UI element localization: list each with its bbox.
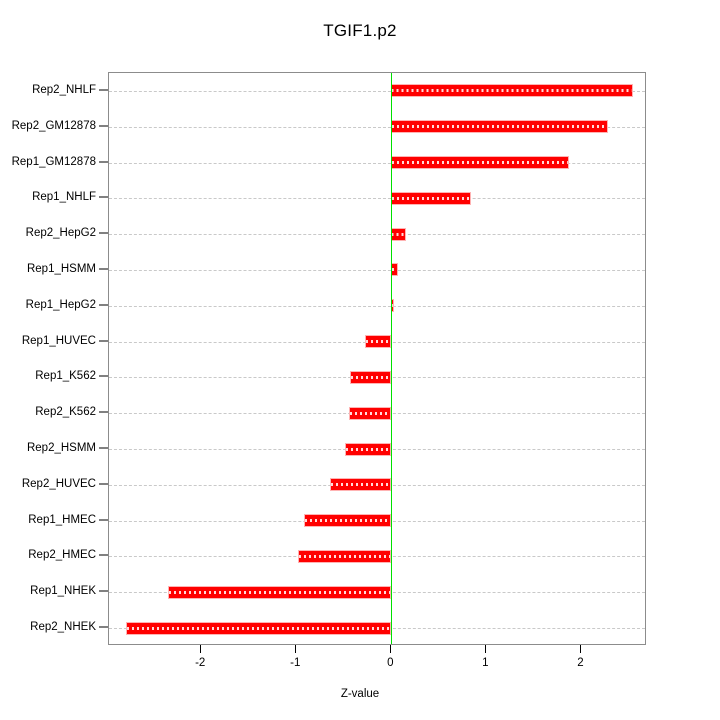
gridline [109,198,645,200]
y-axis-tick-label: Rep1_HepG2 [25,298,96,311]
y-axis-tick-label: Rep2_HepG2 [25,227,96,240]
y-axis-tick-label: Rep2_K562 [35,406,96,419]
y-axis-tick-label: Rep2_HUVEC [21,477,96,490]
x-axis-tick [390,645,392,653]
y-axis-tick [99,161,108,163]
y-axis-tick [99,626,108,628]
y-axis-tick-label: Rep2_HMEC [28,549,96,562]
y-axis-tick [99,125,108,127]
y-axis-tick [99,519,108,521]
bar [349,406,392,420]
x-axis-tick-label: 1 [482,657,489,669]
x-axis-tick-label: 0 [387,657,394,669]
y-axis-tick-label: Rep2_HSMM [26,442,96,455]
y-axis-tick-label: Rep1_GM12878 [11,155,96,168]
bar [391,156,570,170]
y-axis-tick [99,340,108,342]
bar [391,227,406,241]
plot-area [108,72,646,645]
y-axis-tick [99,89,108,91]
bar [391,120,609,134]
x-axis: -2 -1 0 1 2 [108,645,646,685]
x-axis-title: Z-value [340,688,380,700]
x-axis-tick-label: -1 [290,657,301,669]
y-axis-tick [99,447,108,449]
bar [298,549,392,563]
x-axis-tick-label: 2 [577,657,584,669]
bar [167,585,392,599]
y-axis-tick-label: Rep2_GM12878 [11,119,96,132]
y-axis-tick-label: Rep2_NHLF [32,83,96,96]
bar [364,335,392,349]
x-axis-tick [295,645,297,653]
y-axis-tick-label: Rep2_NHEK [30,621,96,634]
y-axis-tick [99,483,108,485]
zero-reference-line [391,73,393,644]
y-axis-labels: Rep2_NHLF Rep2_GM12878 Rep1_GM12878 Rep1_NH… [0,72,96,645]
y-axis-tick-label: Rep1_HUVEC [21,334,96,347]
x-axis-tick [485,645,487,653]
y-axis-tick [99,232,108,234]
y-axis-tick-label: Rep1_HMEC [28,513,96,526]
y-axis-tick-label: Rep1_NHLF [32,191,96,204]
bar [344,442,392,456]
y-axis-tick [99,590,108,592]
y-axis-tick [99,375,108,377]
y-axis-tick [99,411,108,413]
bar [391,84,633,98]
y-axis-tick [99,304,108,306]
gridline [109,269,645,271]
gridline [109,305,645,307]
x-axis-tick-label: -2 [195,657,206,669]
y-axis-tick [99,554,108,556]
x-axis-tick [580,645,582,653]
chart-title: TGIF1.p2 [323,21,397,40]
y-axis-tick-label: Rep1_HSMM [26,262,96,275]
bar [303,514,392,528]
y-axis-tick-label: Rep1_NHEK [30,585,96,598]
bar [350,370,392,384]
x-axis-tick [200,645,202,653]
bar [330,478,392,492]
y-axis-ticks [99,72,108,645]
y-axis-tick [99,196,108,198]
y-axis-tick-label: Rep1_K562 [35,370,96,383]
gridline [109,234,645,236]
bar [391,191,472,205]
y-axis-tick [99,268,108,270]
bar [126,621,392,635]
